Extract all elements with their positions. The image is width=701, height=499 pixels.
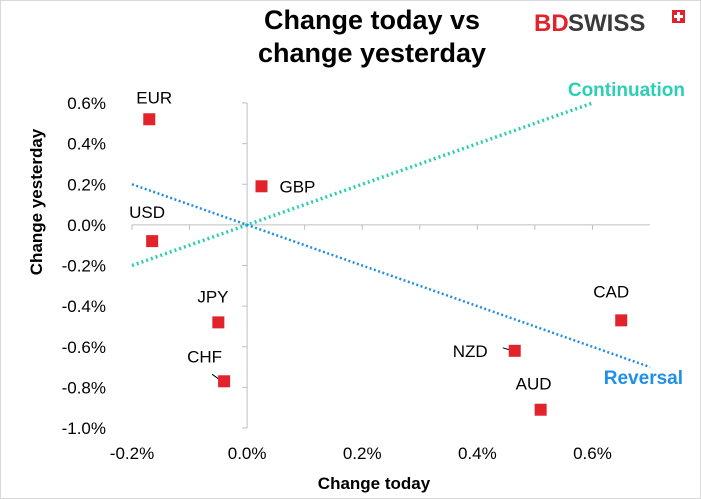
swiss-cross-icon (672, 10, 685, 23)
point-marker-cad (615, 314, 628, 327)
y-tick-label: -0.4% (62, 297, 106, 316)
point-label-cad: CAD (593, 282, 629, 301)
point-label-gbp: GBP (280, 177, 316, 196)
point-marker-aud (534, 403, 547, 416)
point-marker-nzd (508, 344, 521, 357)
chart-title-line-1: Change today vs (264, 5, 480, 35)
axes (131, 102, 650, 429)
logo-swiss-text: SWISS (568, 10, 645, 37)
point-marker-eur (143, 113, 156, 126)
logo-bd-text: BD (534, 10, 569, 37)
y-tick-label: -1.0% (62, 419, 106, 438)
x-tick-label: 0.2% (343, 444, 382, 463)
y-tick-label: 0.0% (67, 216, 106, 235)
point-marker-gbp (255, 180, 268, 193)
data-points: EUR GBP USD JPY CHF NZD CAD AUD (129, 88, 629, 416)
point-marker-usd (146, 235, 159, 248)
trend-lines (131, 101, 651, 369)
reversal-label: Reversal (604, 368, 683, 389)
x-tick-label: 0.6% (573, 444, 612, 463)
y-axis-title: Change yesterday (27, 128, 46, 275)
y-tick-label: -0.2% (62, 257, 106, 276)
point-label-eur: EUR (136, 88, 172, 107)
chart-title-line-2: change yesterday (258, 38, 486, 68)
point-label-aud: AUD (516, 375, 552, 394)
point-label-nzd: NZD (453, 342, 488, 361)
point-label-chf: CHF (187, 347, 222, 366)
y-tick-label: 0.6% (67, 94, 106, 113)
x-tick-label: 0.4% (458, 444, 497, 463)
continuation-line (131, 101, 594, 268)
x-tick-label: 0.0% (228, 444, 267, 463)
continuation-label: Continuation (568, 80, 685, 101)
y-tick-label: -0.6% (62, 338, 106, 357)
bdswiss-logo: BD SWISS (534, 10, 685, 37)
x-tick-label: -0.2% (110, 444, 154, 463)
point-marker-jpy (212, 316, 225, 329)
tick-labels: 0.6% 0.4% 0.2% 0.0% -0.2% -0.4% -0.6% -0.8% -1.0… (62, 94, 612, 463)
y-tick-label: 0.4% (67, 135, 106, 154)
point-marker-chf (218, 375, 231, 388)
point-label-usd: USD (129, 203, 165, 222)
point-label-jpy: JPY (197, 287, 228, 306)
x-axis-title: Change today (318, 474, 431, 493)
reversal-line (131, 183, 651, 369)
y-tick-label: 0.2% (67, 175, 106, 194)
y-tick-label: -0.8% (62, 378, 106, 397)
